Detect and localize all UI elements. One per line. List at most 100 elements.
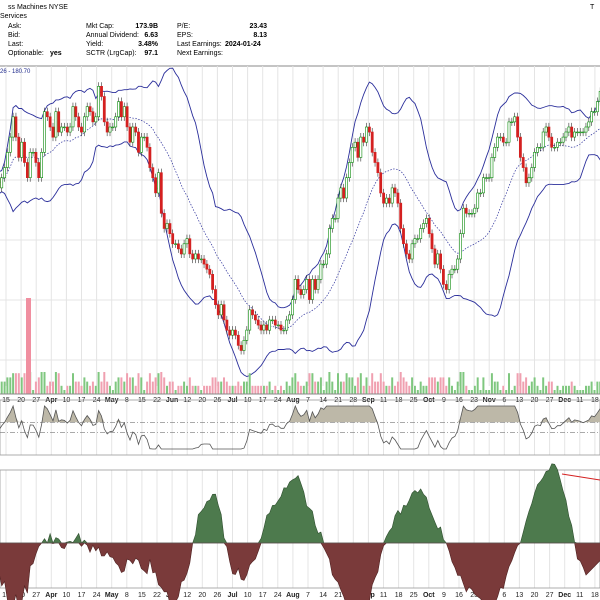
- volume-bar: [291, 377, 294, 394]
- volume-bar: [519, 373, 522, 394]
- volume-bar: [129, 377, 131, 394]
- volume-bar: [411, 377, 414, 394]
- pe-label: P/E:: [177, 23, 191, 30]
- candle-body: [285, 319, 289, 331]
- candle-body: [219, 304, 223, 316]
- candle-body: [296, 278, 300, 290]
- volume-bar: [433, 377, 436, 394]
- volume-bar: [49, 381, 52, 394]
- volume-bar: [299, 385, 302, 394]
- candle-body: [441, 268, 445, 285]
- volume-bar: [148, 373, 151, 394]
- x-tick-label: 25: [410, 397, 418, 404]
- eps-label: EPS:: [177, 32, 193, 39]
- candle-body: [211, 273, 215, 290]
- volume-bar: [6, 377, 9, 394]
- candle-body: [102, 96, 106, 123]
- candle-body: [407, 253, 411, 260]
- volume-bar: [479, 390, 482, 394]
- x-tick-label: 21: [334, 397, 342, 404]
- volume-bar: [354, 385, 357, 394]
- candle-body: [430, 233, 434, 250]
- candle-body: [157, 172, 160, 194]
- candle-body: [467, 213, 471, 215]
- x-tick-label: Apr: [45, 592, 57, 599]
- volume-bar: [436, 381, 439, 394]
- dividend-value: 6.63: [144, 32, 158, 39]
- volume-bar: [448, 377, 451, 394]
- volume-bar: [265, 385, 268, 394]
- candle-body: [299, 289, 303, 295]
- candle-body: [177, 243, 180, 250]
- volume-bar: [97, 372, 100, 394]
- volume-bar: [547, 381, 550, 394]
- volume-bar: [473, 385, 476, 394]
- x-tick-label: Aug: [286, 592, 300, 599]
- candle-body: [11, 116, 15, 138]
- x-tick-label: 16: [455, 397, 463, 404]
- volume-bar: [525, 377, 528, 394]
- candle-body: [234, 329, 237, 336]
- volume-bar: [559, 390, 562, 394]
- volume-bar: [342, 381, 345, 394]
- volume-bar: [539, 390, 542, 394]
- candle-body: [479, 192, 482, 195]
- volume-bar: [183, 381, 186, 394]
- volume-bar: [425, 385, 428, 394]
- volume-bar: [351, 377, 354, 394]
- volume-bar: [208, 385, 211, 394]
- candle-body: [556, 141, 559, 148]
- x-tick-label: 26: [214, 592, 222, 599]
- candle-body: [80, 126, 83, 133]
- x-tick-label: 14: [319, 592, 327, 599]
- volume-bar: [240, 385, 243, 394]
- candle-body: [507, 121, 511, 143]
- x-tick-label: 27: [32, 397, 40, 404]
- x-tick-label: 15: [138, 592, 146, 599]
- x-tick-label: Aug: [286, 397, 300, 404]
- volume-bar: [530, 381, 533, 394]
- x-tick-label: 20: [531, 592, 539, 599]
- volume-bar: [485, 390, 488, 394]
- candle-body: [91, 111, 95, 123]
- volume-bar: [516, 373, 519, 394]
- volume-bar: [331, 381, 334, 394]
- volume-bar: [171, 381, 174, 394]
- candle-body: [416, 238, 420, 240]
- x-tick-label: 13: [516, 397, 524, 404]
- volume-bar: [282, 390, 285, 394]
- candle-body: [393, 187, 397, 194]
- x-tick-label: Dec: [558, 397, 571, 404]
- candle-body: [148, 147, 152, 168]
- volume-bar: [413, 385, 416, 394]
- candle-body: [194, 253, 197, 260]
- candle-body: [419, 228, 423, 239]
- volume-bar: [0, 381, 3, 394]
- x-tick-label: 6: [502, 397, 506, 404]
- candle-body: [236, 334, 240, 346]
- volume-bar: [294, 373, 297, 394]
- volume-bar: [419, 381, 422, 394]
- volume-bar: [211, 377, 214, 394]
- x-tick-label: 24: [93, 592, 101, 599]
- volume-bar: [154, 377, 157, 394]
- volume-bar: [220, 381, 223, 394]
- volume-bar: [34, 381, 37, 394]
- volume-bar: [596, 381, 599, 394]
- volume-bar: [260, 385, 263, 394]
- candle-body: [484, 177, 488, 179]
- candle-body: [14, 116, 18, 138]
- candle-body: [424, 218, 428, 224]
- x-tick-label: 25: [410, 592, 418, 599]
- volume-bar: [123, 381, 126, 394]
- candle-body: [487, 177, 491, 179]
- volume-bar: [308, 373, 311, 394]
- volume-bar: [476, 377, 479, 394]
- candle-body: [120, 101, 123, 118]
- candle-body: [459, 233, 462, 260]
- volume-bar: [431, 377, 434, 394]
- candle-body: [114, 116, 118, 128]
- x-tick-label: 23: [470, 397, 478, 404]
- volume-bar: [197, 385, 200, 394]
- volume-bar: [510, 390, 513, 394]
